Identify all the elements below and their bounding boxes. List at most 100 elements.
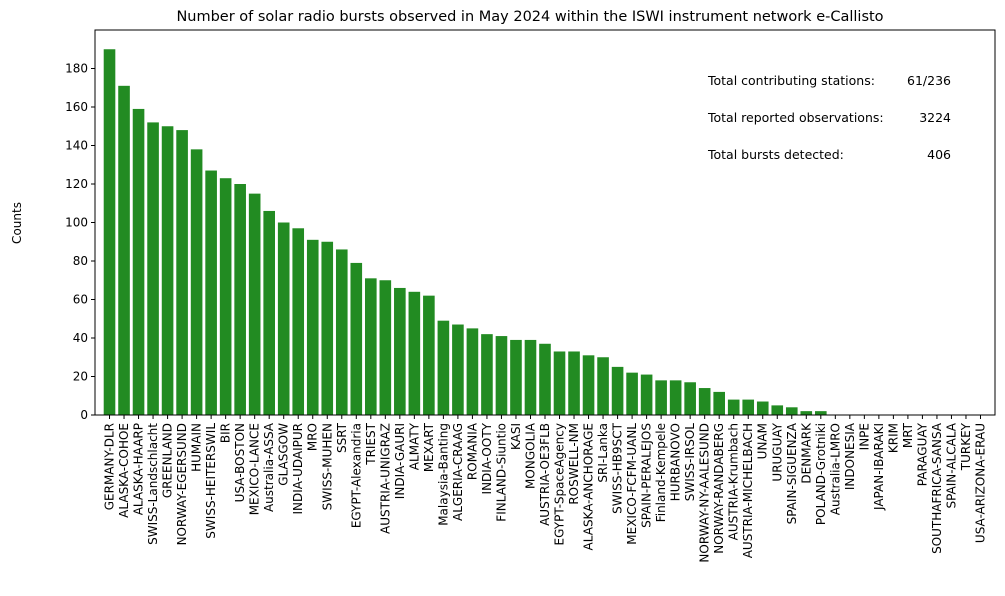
bar-algeria-craag bbox=[452, 324, 464, 415]
bar-alaska-anchorage bbox=[582, 355, 595, 415]
bar-roswell-nm bbox=[568, 351, 580, 415]
y-tick-label: 60 bbox=[73, 293, 88, 307]
x-tick-label: SWISS-HB9SCT bbox=[611, 422, 625, 513]
x-tick-label: SWISS-IRSOL bbox=[683, 423, 697, 502]
annotations-group: Total contributing stations: 61/236 Total … bbox=[707, 73, 951, 162]
x-tick-label: KRIM bbox=[886, 423, 900, 453]
x-tick-label: INDIA-OOTY bbox=[480, 422, 494, 494]
bar-bir bbox=[219, 178, 232, 415]
x-tick-label: AUSTRIA-MICHELBACH bbox=[741, 423, 755, 558]
y-tick-label: 140 bbox=[65, 139, 88, 153]
x-tick-label: SWISS-HEITERSWIL bbox=[204, 423, 218, 539]
x-tick-label: GLASGOW bbox=[277, 423, 291, 486]
bar-denmark bbox=[800, 411, 813, 415]
x-tick-label: GREENLAND bbox=[161, 423, 175, 498]
bar-swiss-irsol bbox=[684, 382, 696, 415]
bar-australia-assa bbox=[263, 210, 275, 415]
x-tick-label: MRT bbox=[901, 422, 915, 448]
y-tick-label: 160 bbox=[65, 100, 88, 114]
bar-egypt-spaceagency bbox=[553, 351, 566, 415]
x-tick-label: TURKEY bbox=[959, 422, 973, 471]
x-ticks-group: GERMANY-DLR ALASKA-COHOE ALASKA-HAARP SWISS… bbox=[103, 415, 987, 563]
x-tick-label: PARAGUAY bbox=[915, 422, 929, 486]
y-tick-label: 80 bbox=[73, 254, 88, 268]
annotation-label: Total reported observations: bbox=[707, 110, 884, 125]
bar-hurbanovo bbox=[669, 380, 682, 415]
annotation-value: 61/236 bbox=[907, 73, 951, 88]
bar-finland-kempele bbox=[655, 380, 667, 415]
bar-norway-randaberg bbox=[713, 391, 725, 415]
x-tick-label: Finland-Kempele bbox=[654, 423, 668, 522]
y-tick-label: 0 bbox=[80, 408, 88, 422]
bar-mexart bbox=[423, 295, 435, 415]
x-tick-label: JAPAN-IBARAKI bbox=[872, 423, 886, 511]
bar-usa-boston bbox=[234, 184, 246, 415]
bar-austria-unigraz bbox=[379, 280, 392, 415]
x-tick-label: SRI-Lanka bbox=[596, 423, 610, 483]
bar-alaska-haarp bbox=[132, 108, 145, 416]
x-tick-label: ALASKA-ANCHORAGE bbox=[582, 423, 596, 550]
y-tick-label: 120 bbox=[65, 177, 88, 191]
bar-poland-grotniki bbox=[815, 411, 827, 415]
annotation-label: Total bursts detected: bbox=[707, 147, 844, 162]
x-tick-label: EGYPT-SpaceAgency bbox=[553, 423, 567, 546]
x-tick-label: ROMANIA bbox=[465, 422, 479, 480]
x-tick-label: POLAND-Grotniki bbox=[814, 423, 828, 525]
x-tick-label: GERMANY-DLR bbox=[103, 423, 117, 510]
x-tick-label: NORWAY-NY-AALESUND bbox=[698, 423, 712, 563]
bar-india-gauri bbox=[394, 287, 406, 415]
x-tick-label: KASI bbox=[509, 423, 523, 450]
plot-frame bbox=[94, 29, 996, 416]
bar-humain bbox=[190, 149, 203, 415]
x-tick-label: USA-ARIZONA-ERAU bbox=[973, 423, 987, 543]
x-tick-label: SSRT bbox=[335, 422, 349, 453]
annotation-label: Total contributing stations: bbox=[707, 73, 875, 88]
bar-triest bbox=[365, 278, 377, 415]
bar-finland-siuntio bbox=[495, 336, 508, 415]
bar-mexico-lance bbox=[248, 193, 261, 415]
x-tick-label: BIR bbox=[219, 423, 233, 443]
x-tick-label: FINLAND-Siuntio bbox=[494, 423, 508, 522]
bar-spain-peralejos bbox=[640, 374, 653, 415]
bar-alaska-cohoe bbox=[118, 85, 130, 415]
bar-spain-siguenza bbox=[785, 407, 798, 415]
bar-glasgow bbox=[277, 222, 290, 415]
x-tick-label: ROSWELL-NM bbox=[567, 423, 581, 505]
y-ticks-group: 0 20 40 60 80 100 120 140 160 180 bbox=[65, 62, 95, 422]
chart-title: Number of solar radio bursts observed in… bbox=[176, 9, 883, 25]
bar-greenland bbox=[161, 126, 174, 415]
bar-sri-lanka bbox=[597, 357, 609, 415]
annotation-value: 406 bbox=[927, 147, 951, 162]
bar-austria-krumbach bbox=[727, 399, 740, 415]
x-tick-label: URUGUAY bbox=[770, 422, 784, 481]
x-tick-label: UNAM bbox=[756, 423, 770, 459]
bar-austria-michelbach bbox=[742, 399, 755, 415]
bar-swiss-muhen bbox=[321, 241, 334, 415]
x-tick-label: SWISS-Landschlacht bbox=[146, 423, 160, 545]
x-tick-label: AUSTRIA-Krumbach bbox=[727, 423, 741, 540]
x-tick-label: HUMAIN bbox=[190, 423, 204, 472]
x-tick-label: USA-BOSTON bbox=[233, 423, 247, 502]
bars-group bbox=[103, 49, 827, 416]
x-tick-label: AUSTRIA-OE3FLB bbox=[538, 423, 552, 526]
x-tick-label: MEXICO-LANCE bbox=[248, 423, 262, 515]
x-tick-label: ALASKA-HAARP bbox=[132, 423, 146, 515]
x-tick-label: ALMATY bbox=[407, 422, 421, 470]
y-tick-label: 40 bbox=[73, 331, 88, 345]
x-tick-label: NORWAY-EGERSUND bbox=[175, 423, 189, 545]
x-tick-label: MONGOLIA bbox=[523, 422, 537, 489]
x-tick-label: INDIA-UDAIPUR bbox=[291, 423, 305, 515]
x-tick-label: MRO bbox=[306, 423, 320, 451]
bar-austria-oe3flb bbox=[539, 343, 551, 415]
x-tick-label: Malaysia-Banting bbox=[436, 423, 450, 526]
x-tick-label: MEXART bbox=[422, 422, 436, 472]
x-tick-label: DENMARK bbox=[799, 422, 813, 484]
x-tick-label: INPE bbox=[857, 423, 871, 450]
x-tick-label: SWISS-MUHEN bbox=[320, 423, 334, 510]
bar-mro bbox=[306, 239, 319, 415]
x-tick-label: NORWAY-RANDABERG bbox=[712, 423, 726, 554]
bar-mongolia bbox=[524, 339, 537, 415]
bar-swiss-heiterswil bbox=[205, 170, 217, 415]
x-tick-label: SPAIN-PERALEJOS bbox=[640, 423, 654, 528]
